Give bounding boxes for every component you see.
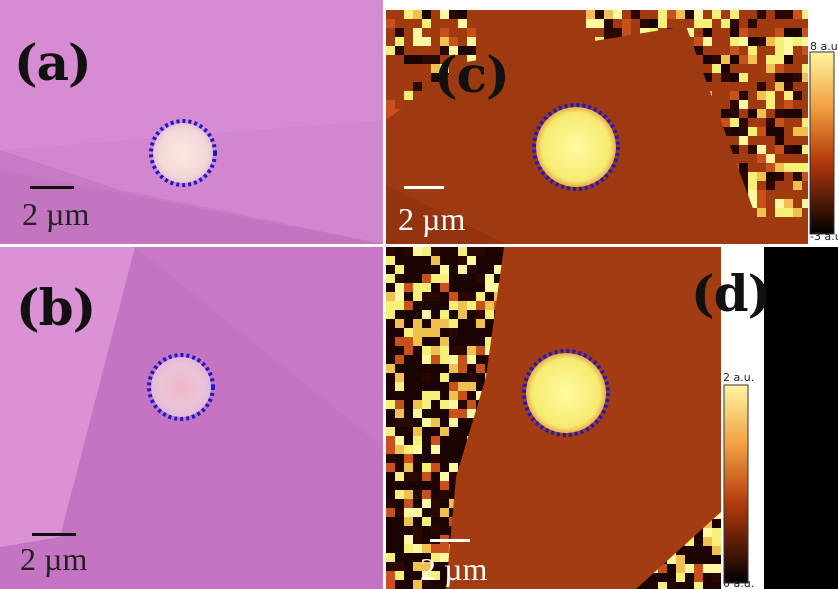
panel-c-label: (c) (434, 45, 510, 104)
panel-c-colorbar-min-label: -3 a.u. (810, 230, 838, 243)
panel-a-scale-text: 2 µm (22, 196, 90, 232)
panel-c-scale-text: 2 µm (398, 201, 466, 237)
panel-d-label: (d) (691, 264, 771, 323)
panel-c-spot (536, 107, 616, 187)
panel-d-scale-text: 2 µm (420, 551, 488, 587)
panel-c-image (386, 10, 838, 244)
panel-d-map-image: (d) 2 µm 2 a.u. 0 a.u. (386, 247, 838, 589)
panel-b-circle-marker (147, 353, 215, 421)
panel-d-image (386, 247, 764, 589)
panel-d-colorbar-max-label: 2 a.u. (723, 371, 755, 384)
panel-d-colorbar-min-label: 0 a.u. (723, 577, 755, 589)
panel-b-optical-image: (b) 2 µm (0, 247, 383, 589)
black-region (764, 247, 838, 589)
panel-b-scale-bar (32, 533, 76, 536)
panel-c-colorbar (809, 51, 835, 235)
panel-a-label: (a) (14, 33, 92, 92)
panel-a-spot (153, 123, 213, 183)
panel-d-circle-marker (522, 349, 610, 437)
panel-d-spot (526, 353, 606, 433)
panel-a-circle-marker (149, 119, 217, 187)
panel-c-colorbar-max-label: 8 a.u. (810, 40, 838, 53)
panel-c-scale-bar (404, 186, 444, 189)
panel-a-optical-image: (a) 2 µm (0, 0, 383, 244)
panel-b-spot (151, 357, 211, 417)
panel-a-scale-bar (30, 186, 74, 189)
panel-d-colorbar (723, 384, 749, 584)
panel-b-label: (b) (16, 278, 96, 337)
panel-c-map-image: (c) 2 µm 8 a.u. -3 a.u. (386, 10, 838, 244)
panel-a-image (0, 0, 383, 244)
panel-d-scale-bar (430, 539, 470, 542)
panel-b-scale-text: 2 µm (20, 541, 88, 577)
panel-b-image (0, 247, 383, 589)
panel-c-circle-marker (532, 103, 620, 191)
